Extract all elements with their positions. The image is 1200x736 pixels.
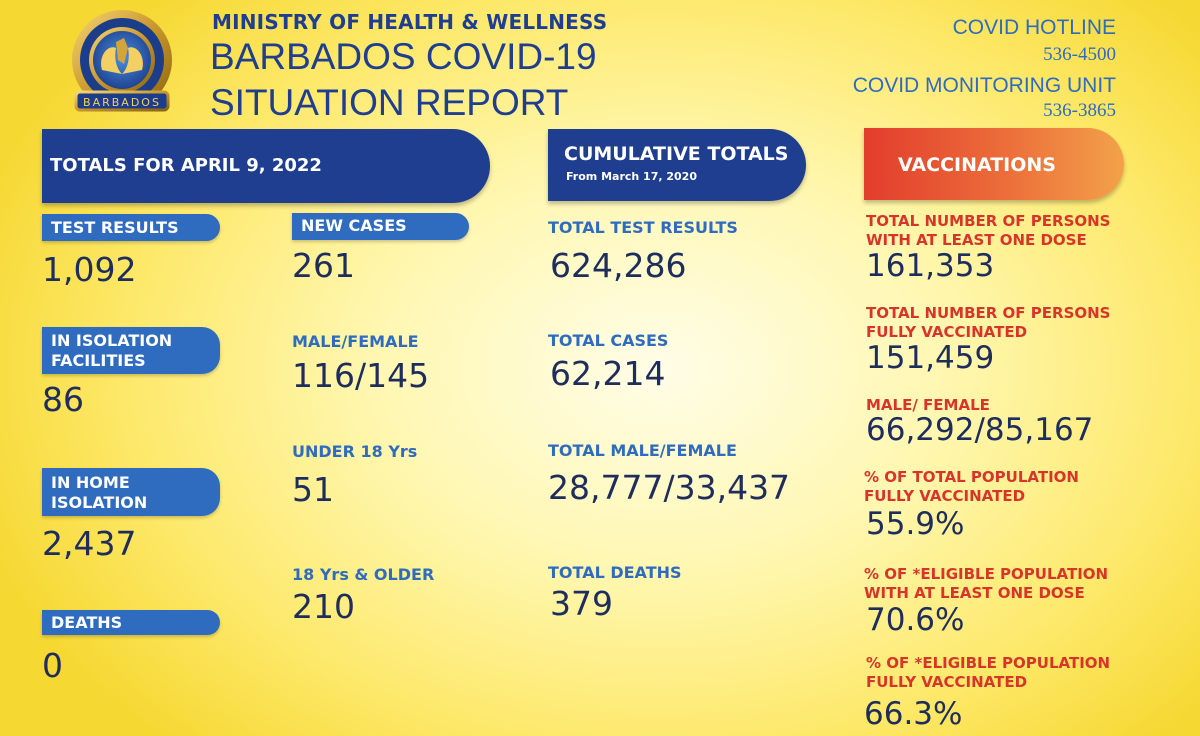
under18-label: UNDER 18 Yrs — [292, 442, 418, 461]
test-results-pill: TEST RESULTS — [42, 214, 220, 241]
isolation-facilities-value: 86 — [42, 380, 84, 419]
isolation-facilities-label-1: IN ISOLATION — [51, 331, 173, 350]
under18-value: 51 — [292, 470, 334, 509]
daily-male-female-label: MALE/FEMALE — [292, 332, 419, 351]
cumulative-banner-subtitle: From March 17, 2020 — [566, 170, 697, 183]
report-title-line2: SITUATION REPORT — [210, 82, 569, 123]
totals-banner-label: TOTALS FOR APRIL 9, 2022 — [50, 155, 322, 176]
logo-country-text: BARBADOS — [83, 96, 161, 109]
pct-eligible-one-label-line2: WITH AT LEAST ONE DOSE — [864, 584, 1085, 602]
pct-total-label: % OF TOTAL POPULATION FULLY VACCINATED — [864, 468, 1079, 506]
cumulative-banner: CUMULATIVE TOTALS From March 17, 2020 — [548, 129, 806, 201]
monitoring-unit-number: 536-3865 — [1043, 100, 1116, 121]
total-deaths-label: TOTAL DEATHS — [548, 563, 682, 582]
test-results-label: TEST RESULTS — [51, 218, 179, 237]
one-dose-value: 161,353 — [866, 248, 995, 284]
cumulative-banner-title: CUMULATIVE TOTALS — [564, 143, 789, 165]
new-cases-value: 261 — [292, 246, 355, 285]
home-isolation-label-2: ISOLATION — [51, 493, 148, 512]
daily-male-female-value: 116/145 — [292, 356, 430, 395]
home-isolation-value: 2,437 — [42, 524, 137, 563]
ministry-name: MINISTRY OF HEALTH & WELLNESS — [212, 10, 608, 34]
fully-vaccinated-label-line2: FULLY VACCINATED — [866, 323, 1028, 341]
pct-eligible-one-label-line1: % OF *ELIGIBLE POPULATION — [864, 565, 1109, 583]
total-cases-value: 62,214 — [550, 354, 666, 393]
one-dose-label-line1: TOTAL NUMBER OF PERSONS — [866, 212, 1111, 230]
isolation-facilities-pill: IN ISOLATION FACILITIES — [42, 327, 220, 374]
new-cases-pill: NEW CASES — [292, 213, 469, 240]
total-male-female-label: TOTAL MALE/FEMALE — [548, 441, 737, 460]
pct-eligible-full-label-line1: % OF *ELIGIBLE POPULATION — [866, 654, 1111, 672]
pct-eligible-full-label-line2: FULLY VACCINATED — [866, 673, 1028, 691]
pct-eligible-full-value: 66.3% — [864, 696, 963, 732]
one-dose-label-line2: WITH AT LEAST ONE DOSE — [866, 231, 1087, 249]
total-test-results-value: 624,286 — [550, 246, 687, 285]
deaths-pill: DEATHS — [42, 610, 220, 635]
deaths-value: 0 — [42, 646, 63, 685]
pct-eligible-one-label: % OF *ELIGIBLE POPULATION WITH AT LEAST … — [864, 565, 1108, 603]
pct-total-label-line2: FULLY VACCINATED — [864, 487, 1026, 505]
total-test-results-label: TOTAL TEST RESULTS — [548, 218, 738, 237]
fully-vaccinated-label-line1: TOTAL NUMBER OF PERSONS — [866, 304, 1111, 322]
isolation-facilities-label-2: FACILITIES — [51, 351, 146, 370]
hotline-number: 536-4500 — [1043, 44, 1116, 65]
monitoring-unit-label: COVID MONITORING UNIT — [852, 74, 1116, 97]
ministry-seal-logo: BARBADOS — [58, 8, 186, 120]
fully-vaccinated-value: 151,459 — [866, 340, 995, 376]
pct-eligible-full-label: % OF *ELIGIBLE POPULATION FULLY VACCINAT… — [866, 654, 1110, 692]
hotline-label: COVID HOTLINE — [952, 16, 1116, 39]
total-male-female-value: 28,777/33,437 — [548, 468, 791, 507]
vacc-male-female-value: 66,292/85,167 — [866, 412, 1094, 448]
new-cases-label: NEW CASES — [301, 216, 407, 235]
vaccinations-banner-label: VACCINATIONS — [898, 154, 1056, 176]
total-deaths-value: 379 — [550, 584, 613, 623]
report-title-line1: BARBADOS COVID-19 — [210, 36, 597, 77]
one-dose-label: TOTAL NUMBER OF PERSONS WITH AT LEAST ON… — [866, 212, 1110, 250]
home-isolation-label-1: IN HOME — [51, 473, 130, 492]
over18-label: 18 Yrs & OLDER — [292, 565, 435, 584]
total-cases-label: TOTAL CASES — [548, 331, 669, 350]
deaths-label: DEATHS — [51, 613, 123, 632]
home-isolation-pill: IN HOME ISOLATION — [42, 468, 220, 516]
vacc-male-female-label: MALE/ FEMALE — [866, 396, 990, 414]
over18-value: 210 — [292, 587, 355, 626]
test-results-value: 1,092 — [42, 250, 137, 289]
fully-vaccinated-label: TOTAL NUMBER OF PERSONS FULLY VACCINATED — [866, 304, 1110, 342]
pct-total-label-line1: % OF TOTAL POPULATION — [864, 468, 1079, 486]
totals-banner: TOTALS FOR APRIL 9, 2022 — [42, 129, 490, 203]
pct-total-value: 55.9% — [866, 506, 965, 542]
vaccinations-banner: VACCINATIONS — [864, 128, 1124, 200]
pct-eligible-one-value: 70.6% — [866, 602, 965, 638]
